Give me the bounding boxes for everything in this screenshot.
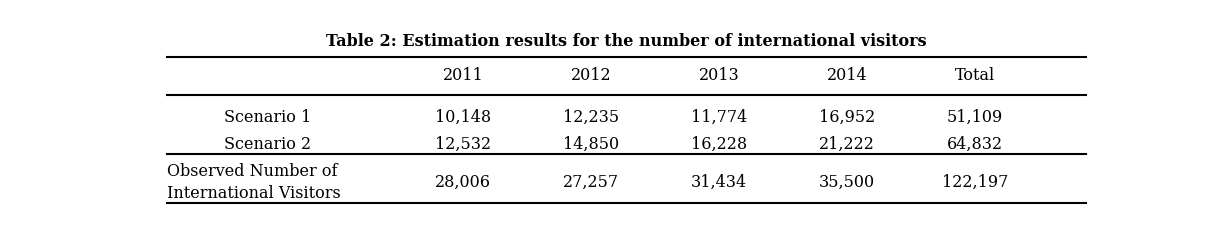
Text: 28,006: 28,006: [435, 174, 492, 191]
Text: Scenario 2: Scenario 2: [224, 136, 311, 153]
Text: Scenario 1: Scenario 1: [224, 109, 311, 126]
Text: 16,228: 16,228: [691, 136, 747, 153]
Text: 64,832: 64,832: [947, 136, 1003, 153]
Text: 27,257: 27,257: [563, 174, 619, 191]
Text: 11,774: 11,774: [691, 109, 747, 126]
Text: 21,222: 21,222: [819, 136, 876, 153]
Text: Table 2: Estimation results for the number of international visitors: Table 2: Estimation results for the numb…: [327, 33, 927, 51]
Text: 10,148: 10,148: [435, 109, 492, 126]
Text: 31,434: 31,434: [691, 174, 747, 191]
Text: 12,235: 12,235: [563, 109, 619, 126]
Text: 35,500: 35,500: [819, 174, 876, 191]
Text: 12,532: 12,532: [435, 136, 492, 153]
Text: 16,952: 16,952: [819, 109, 876, 126]
Text: 2014: 2014: [827, 67, 867, 84]
Text: 14,850: 14,850: [563, 136, 619, 153]
Text: Observed Number of
International Visitors: Observed Number of International Visitor…: [168, 163, 341, 202]
Text: 2011: 2011: [443, 67, 483, 84]
Text: 2013: 2013: [698, 67, 740, 84]
Text: 122,197: 122,197: [942, 174, 1008, 191]
Text: 51,109: 51,109: [947, 109, 1003, 126]
Text: 2012: 2012: [571, 67, 612, 84]
Text: Total: Total: [955, 67, 996, 84]
